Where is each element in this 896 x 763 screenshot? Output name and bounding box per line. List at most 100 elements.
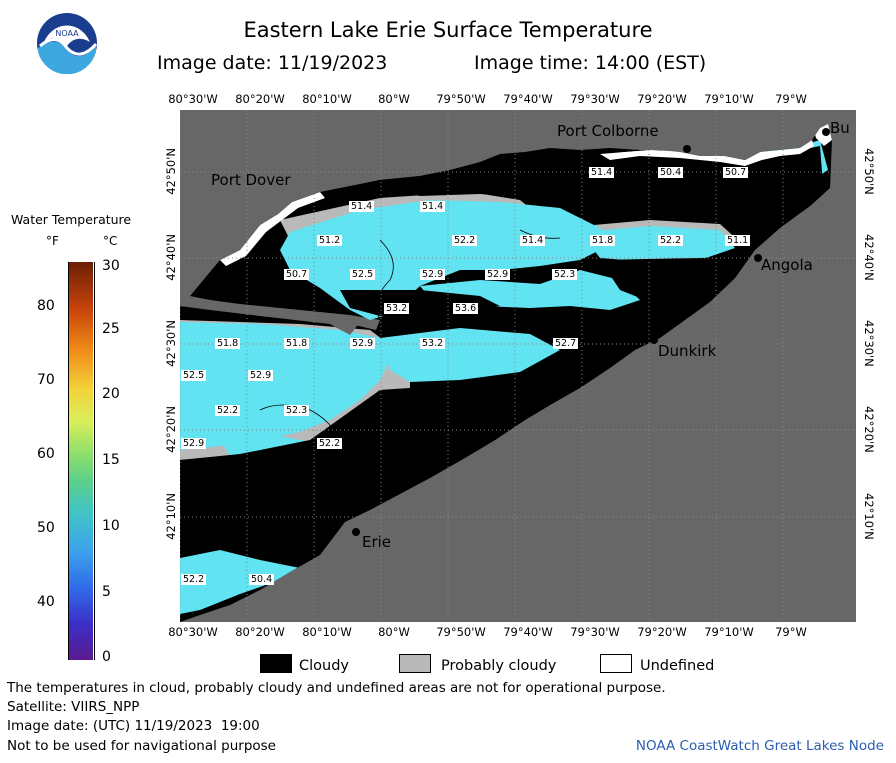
lon-label: 80°10'W [302,625,352,639]
lon-label: 79°50'W [436,625,486,639]
lat-label: 42°10'N [164,493,178,540]
lon-label: 80°30'W [168,625,218,639]
c-tick: 30 [102,258,120,274]
temperature-label: 50.7 [284,269,310,280]
lat-label: 42°50'N [164,148,178,195]
temperature-label: 52.2 [181,574,207,585]
lon-label: 80°20'W [235,92,285,106]
utc-date-text: Image date: (UTC) 11/19/2023 19:00 [7,718,260,734]
long-point-peninsula [180,296,380,330]
logo-text: NOAA [55,29,79,38]
lon-label: 79°10'W [704,92,754,106]
temperature-label: 53.6 [453,303,479,314]
key-probably-cloudy-swatch [399,654,431,673]
satellite-text: Satellite: VIIRS_NPP [7,699,140,715]
lon-label: 79°10'W [704,625,754,639]
city-marker-angola [754,254,762,262]
temperature-label: 53.2 [384,303,410,314]
temperature-label: 51.4 [589,167,615,178]
c-tick: 25 [102,321,120,337]
f-tick: 50 [37,520,55,536]
lat-label: 42°50'N [862,148,876,195]
city-label-erie: Erie [362,533,392,551]
noaa-logo: NOAA [36,12,98,75]
temperature-label: 52.2 [452,235,478,246]
key-undefined-swatch [600,654,632,673]
lon-label: 79°30'W [570,92,620,106]
temperature-label: 52.5 [181,370,207,381]
isotherm-contours [259,159,681,441]
temperature-label: 52.3 [284,405,310,416]
temperature-label: 52.9 [485,269,511,280]
temperature-label: 51.4 [520,235,546,246]
f-tick: 40 [37,594,55,610]
temperature-label: 52.9 [248,370,274,381]
city-label-angola: Angola [761,256,813,274]
temperature-label: 52.2 [317,438,343,449]
lon-label: 79°20'W [637,92,687,106]
temperature-label: 52.9 [420,269,446,280]
temperature-label: 51.4 [420,201,446,212]
lat-label: 42°30'N [164,320,178,367]
f-axis-line [62,262,69,660]
lat-label: 42°40'N [164,234,178,281]
temperature-label: 51.2 [317,235,343,246]
temperature-label: 53.2 [420,338,446,349]
f-tick: 60 [37,446,55,462]
temperature-label: 52.5 [350,269,376,280]
city-marker-erie [352,528,360,536]
noaa-logo-icon: NOAA [37,13,98,75]
lon-label: 79°20'W [637,625,687,639]
key-cloudy-label: Cloudy [299,658,349,674]
lat-label: 42°20'N [164,406,178,453]
city-marker-port-colborne [683,145,691,153]
c-tick: 0 [102,649,111,665]
lon-label: 80°W [378,625,410,639]
c-tick: 10 [102,518,120,534]
c-tick: 5 [102,584,111,600]
image-time-label: Image time: 14:00 (EST) [474,52,707,74]
temperature-label: 51.4 [349,201,375,212]
f-tick: 70 [37,372,55,388]
temperature-label: 50.4 [249,574,275,585]
city-marker-dunkirk [650,336,658,344]
nav-warning-text: Not to be used for navigational purpose [7,738,276,754]
c-tick: 20 [102,386,120,402]
lon-label: 79°30'W [570,625,620,639]
temperature-label: 52.7 [553,338,579,349]
lon-label: 80°20'W [235,625,285,639]
water-regions [180,124,832,614]
lat-label: 42°40'N [862,234,876,281]
lon-label: 79°40'W [503,625,553,639]
legend-unit-f: °F [46,234,59,248]
temperature-label: 51.8 [590,235,616,246]
city-marker-buffalo [822,128,830,136]
lon-label: 79°40'W [503,92,553,106]
legend-title: Water Temperature [11,212,132,227]
lat-label: 42°20'N [862,406,876,453]
temperature-label: 52.2 [215,405,241,416]
lon-label: 80°30'W [168,92,218,106]
lon-label: 79°50'W [436,92,486,106]
lon-label: 80°10'W [302,92,352,106]
lon-label: 79°W [775,92,807,106]
temperature-label: 50.4 [658,167,684,178]
temperature-label: 52.9 [350,338,376,349]
temperature-label: 52.2 [658,235,684,246]
city-label-dunkirk: Dunkirk [658,342,717,360]
key-probably-cloudy-label: Probably cloudy [441,658,557,674]
f-tick: 80 [37,298,55,314]
color-scale-bar [69,262,93,660]
disclaimer-text: The temperatures in cloud, probably clou… [7,680,666,696]
city-label-port-dover: Port Dover [211,171,291,189]
c-tick: 15 [102,452,120,468]
page-title: Eastern Lake Erie Surface Temperature [243,18,653,42]
temperature-label: 50.7 [723,167,749,178]
image-date-label: Image date: 11/19/2023 [157,52,388,74]
credit-text: NOAA CoastWatch Great Lakes Node [635,738,884,754]
key-cloudy-swatch [260,654,292,673]
temperature-label: 52.9 [181,438,207,449]
temperature-label: 52.3 [552,269,578,280]
lake-erie-map: Port Colborne Port Dover Angola Dunkirk … [179,110,856,622]
c-axis-line [94,262,101,660]
